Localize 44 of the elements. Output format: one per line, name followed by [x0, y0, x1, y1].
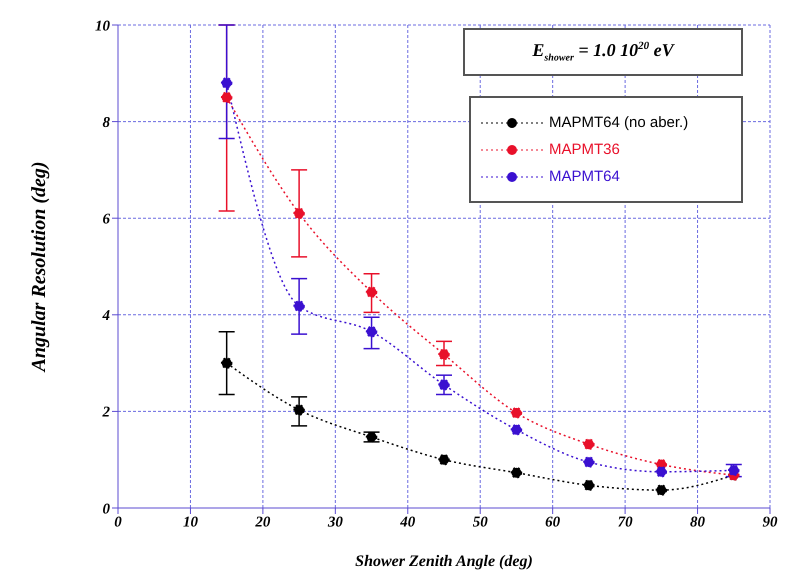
x-tick-label: 50 — [472, 514, 488, 531]
point — [366, 431, 378, 443]
x-tick-label: 20 — [254, 514, 271, 531]
point — [510, 424, 522, 436]
point — [510, 466, 522, 478]
legend-label: MAPMT64 (no aber.) — [549, 114, 688, 131]
legend-label: MAPMT36 — [549, 141, 620, 158]
y-tick-label: 6 — [102, 212, 110, 228]
point — [366, 326, 378, 338]
x-tick-label: 80 — [690, 514, 706, 531]
x-axis-title: Shower Zenith Angle (deg) — [355, 553, 533, 570]
point — [438, 379, 450, 391]
point — [293, 208, 305, 220]
y-tick-label: 0 — [102, 501, 110, 518]
point — [656, 466, 668, 478]
x-tick-label: 10 — [182, 514, 198, 531]
point — [438, 454, 450, 466]
point — [293, 404, 305, 416]
x-tick-label: 60 — [545, 514, 561, 531]
y-tick-label: 8 — [102, 114, 110, 131]
x-tick-label: 0 — [114, 514, 122, 531]
legend-label: MAPMT64 — [549, 168, 620, 185]
y-tick-label: 2 — [102, 404, 110, 421]
point — [220, 77, 232, 89]
point — [510, 407, 522, 419]
point — [366, 286, 378, 298]
y-axis-title: Angular Resolution (deg) — [28, 161, 50, 374]
point — [728, 464, 740, 476]
point — [220, 357, 232, 369]
point — [220, 92, 232, 104]
x-tick-label: 30 — [326, 514, 344, 531]
framed-note: E$_{shower}$ = 1.0 10$^{20}$ eV — [463, 28, 743, 76]
point — [293, 300, 305, 312]
x-tick-label: 90 — [762, 514, 778, 531]
x-tick-label: 70 — [618, 514, 634, 531]
annotation: E$_{shower}$ = 1.0 10$^{20}$ eV — [532, 40, 674, 64]
point — [583, 456, 595, 468]
y-tick-label: 10 — [95, 18, 110, 34]
point — [583, 438, 595, 450]
y-tick-label: 4 — [102, 308, 110, 324]
point — [583, 480, 595, 492]
x-tick-label: 40 — [399, 514, 416, 531]
point — [438, 348, 450, 360]
point — [656, 484, 668, 496]
